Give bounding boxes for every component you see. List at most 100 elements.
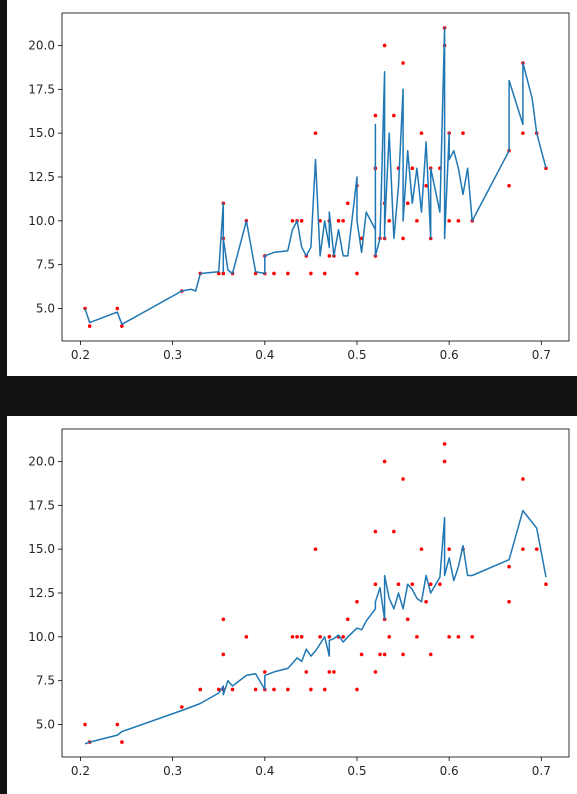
scatter-point (447, 219, 451, 223)
series-line (84, 509, 547, 745)
scatter-point (521, 547, 525, 551)
scatter-point (405, 201, 410, 206)
scatter-point (410, 582, 415, 587)
scatter-point (286, 271, 290, 276)
y-tick-label: 7.5 (36, 674, 55, 688)
scatter-point (263, 670, 267, 674)
y-tick-label: 20.0 (28, 454, 55, 468)
scatter-point (447, 635, 451, 639)
chart-top: 0.2 0.3 0.4 0.5 0.6 0.7 5.0 7.5 10.0 12.5 15.0 17.5… (28, 12, 570, 362)
scatter-point (382, 43, 387, 48)
scatter-point (341, 635, 345, 639)
scatter-point (115, 306, 120, 311)
scatter-point (336, 219, 341, 223)
scatter-point (396, 582, 401, 587)
y-tick-label: 10.0 (28, 630, 55, 644)
scatter-point (309, 271, 313, 276)
scatter-point (470, 635, 475, 639)
chart-bottom: 0.2 0.3 0.4 0.5 0.6 0.7 5.0 7.5 10.0 12.5 15.0 17.5… (28, 428, 570, 778)
scatter-point (401, 652, 405, 657)
scatter-point (318, 635, 322, 639)
chart-panel-bottom: 0.2 0.3 0.4 0.5 0.6 0.7 5.0 7.5 10.0 12.5 15.0 17.5… (7, 416, 577, 794)
x-tick-label: 0.6 (440, 764, 459, 778)
scatter-point (456, 635, 461, 639)
scatter-point (521, 131, 525, 135)
scatter-point (401, 477, 405, 481)
scatter-point (410, 166, 415, 171)
scatter-point (221, 652, 226, 657)
scatter-point (327, 635, 332, 639)
scatter-point (373, 113, 378, 118)
scatter-point (355, 599, 359, 604)
scatter-point (534, 547, 539, 551)
x-tick-label: 0.2 (71, 348, 90, 362)
x-tick-label: 0.5 (347, 764, 366, 778)
y-tick-label: 12.5 (28, 586, 55, 600)
scatter-point (327, 670, 332, 674)
scatter-point (304, 670, 309, 674)
scatter-point (322, 687, 327, 692)
y-tick-label: 15.0 (28, 542, 55, 556)
scatter-point (419, 547, 424, 551)
x-tick-label: 0.3 (163, 348, 182, 362)
scatter-point (378, 652, 382, 657)
scatter-point (309, 687, 313, 692)
scatter-point (456, 219, 461, 223)
scatter-point (216, 271, 221, 276)
scatter-point (299, 219, 304, 223)
scatter-point (382, 652, 387, 657)
scatter-point (415, 635, 419, 639)
scatter-point (447, 547, 451, 551)
scatter-point (244, 635, 249, 639)
scatter-point (355, 687, 359, 692)
scatter-point (313, 131, 318, 135)
scatter-point (198, 687, 203, 692)
scatter-point (115, 722, 120, 727)
scatter-point (387, 219, 392, 223)
scatter-point (299, 635, 304, 639)
x-tick-label: 0.2 (71, 764, 90, 778)
chart-panel-top: 0.2 0.3 0.4 0.5 0.6 0.7 5.0 7.5 10.0 12.5 15.0 17.5… (7, 0, 577, 376)
x-tick-label: 0.5 (347, 348, 366, 362)
scatter-point (120, 740, 124, 744)
scatter-point (180, 705, 184, 709)
x-tick-label: 0.4 (255, 348, 274, 362)
scatter-point (424, 183, 428, 188)
y-tick-label: 7.5 (36, 258, 55, 272)
scatter-point (272, 271, 276, 276)
plot-area (61, 12, 570, 342)
scatter-point (442, 459, 447, 464)
scatter-point (507, 183, 511, 188)
y-tick-label: 5.0 (36, 718, 55, 732)
scatter-point (461, 131, 465, 135)
scatter-point (355, 271, 359, 276)
scatter-point (401, 61, 405, 65)
scatter-point (332, 670, 336, 674)
scatter-point (507, 564, 511, 569)
scatter-point (322, 271, 327, 276)
scatter-point (428, 652, 433, 657)
scatter-point (507, 599, 511, 604)
x-tick-label: 0.7 (532, 348, 551, 362)
scatter-point (373, 582, 378, 587)
scatter-point (221, 617, 226, 622)
scatter-point (424, 599, 428, 604)
scatter-point (405, 617, 410, 622)
scatter-point (345, 617, 350, 622)
scatter-point (359, 652, 364, 657)
y-tick-label: 5.0 (36, 302, 55, 316)
scatter-point (428, 582, 433, 587)
scatter-point (373, 529, 378, 534)
scatter-point (87, 324, 92, 328)
scatter-point (290, 219, 295, 223)
scatter-point (392, 529, 396, 534)
series-line (84, 27, 547, 326)
scatter-point (230, 687, 235, 692)
scatter-point (438, 582, 442, 587)
x-tick-label: 0.6 (440, 348, 459, 362)
scatter-point (401, 236, 405, 241)
scatter-point (327, 254, 332, 258)
scatter-point (295, 635, 299, 639)
x-tick-label: 0.4 (255, 764, 274, 778)
scatter-point (442, 442, 447, 446)
